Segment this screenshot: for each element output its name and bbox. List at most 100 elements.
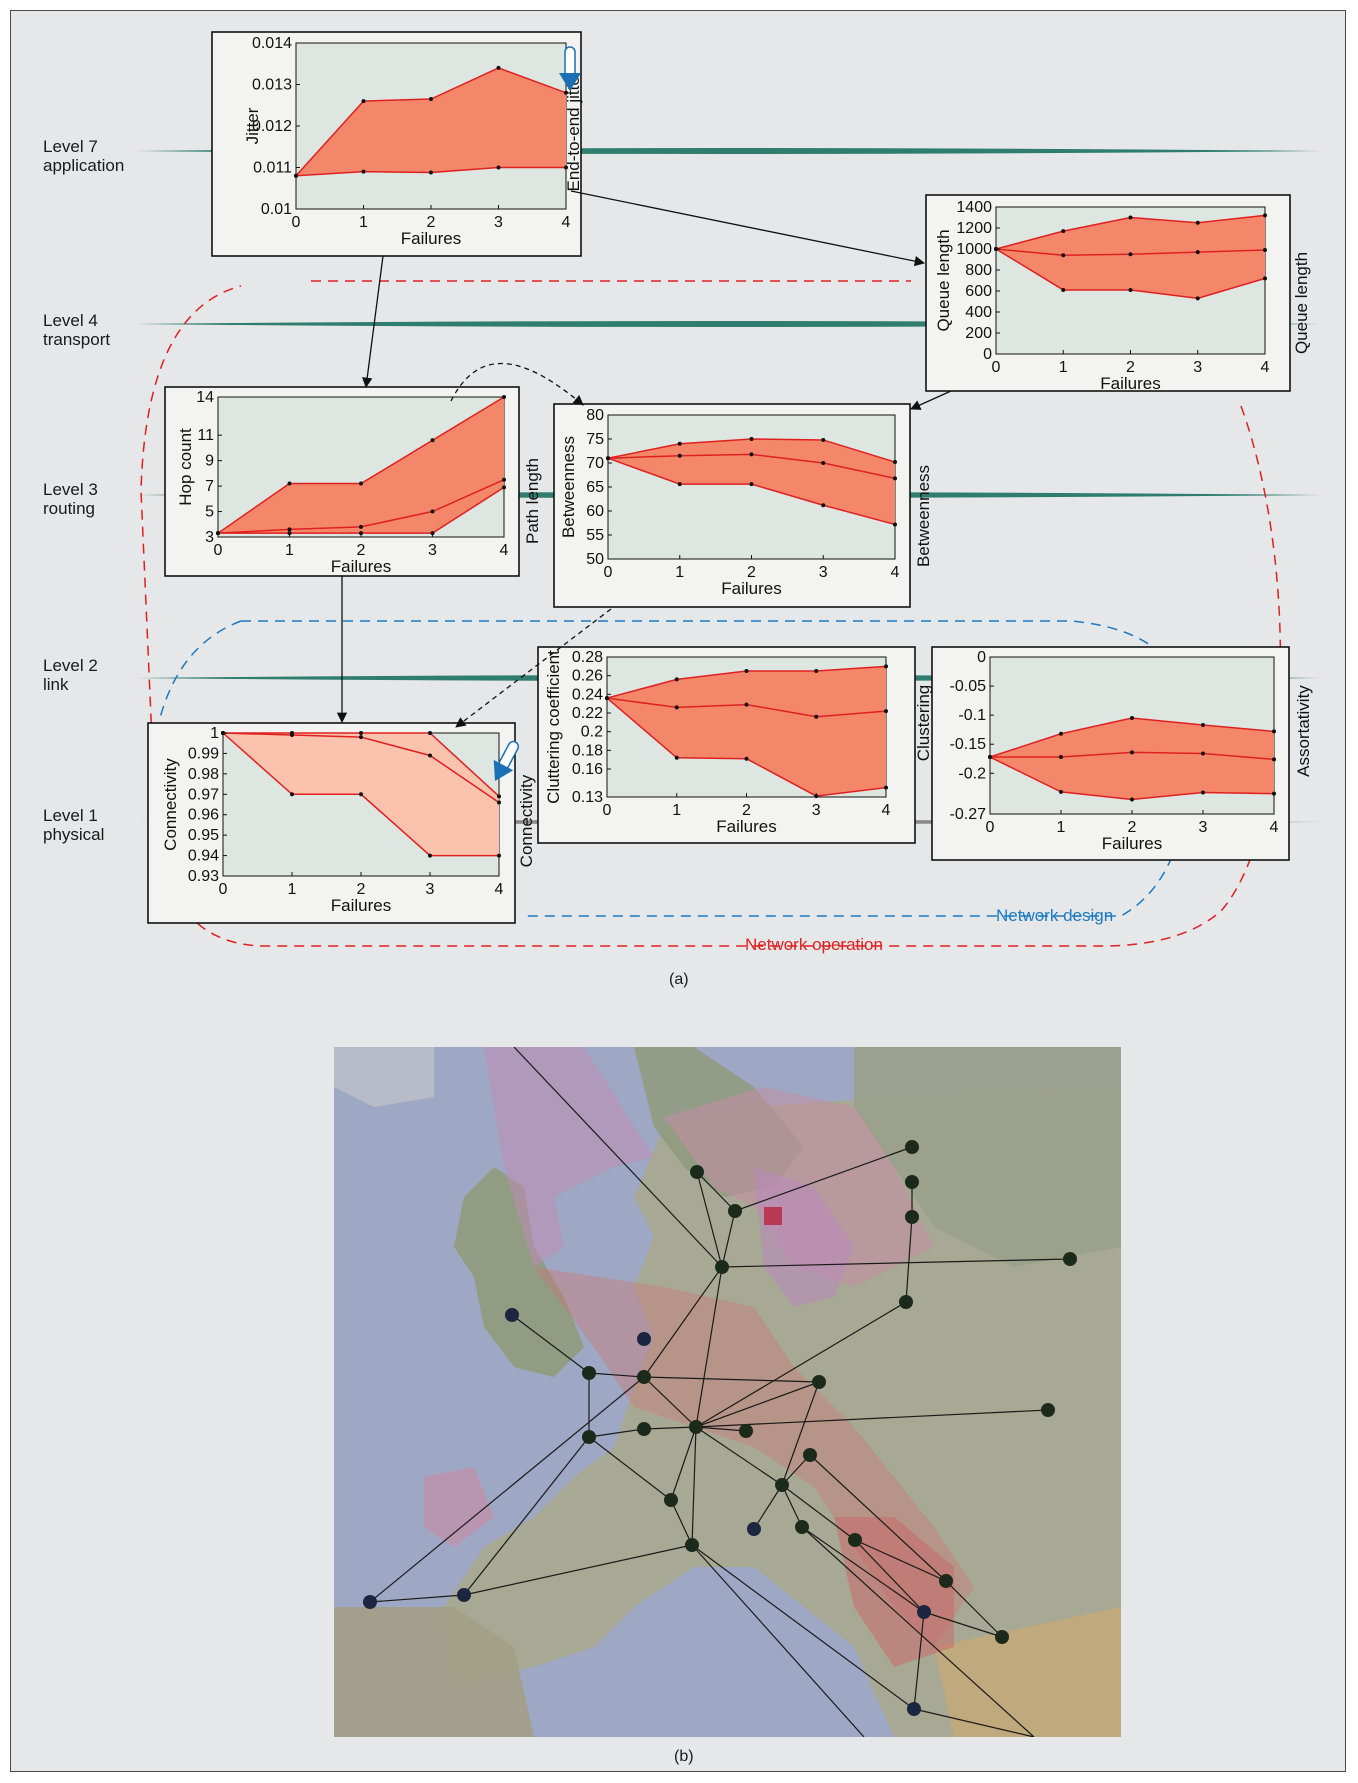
ytick-label-clust: 0.16	[572, 761, 603, 778]
level-4-label: Level 4 transport	[43, 311, 110, 349]
ytick-label-conn: 0.93	[188, 868, 219, 885]
point-lower-queue	[1061, 287, 1066, 292]
ytick-label-assort: -0.1	[958, 707, 986, 724]
xlabel-queue: Failures	[1100, 374, 1160, 393]
xtick-label-hops: 4	[500, 542, 509, 559]
arrow-queue-to-betw	[910, 390, 952, 410]
point-middle-betw	[749, 452, 754, 457]
point-middle-betw	[606, 456, 610, 461]
point-upper-clust	[744, 669, 749, 673]
level-3-name: Level 3	[43, 480, 98, 499]
level-1-sub: physical	[43, 825, 105, 844]
ytick-label-conn: 0.99	[188, 745, 219, 762]
level-4-name: Level 4	[43, 311, 98, 330]
ytick-label-queue: 1000	[956, 241, 992, 258]
point-upper-betw	[821, 437, 826, 442]
ytick-label-queue: 1400	[956, 199, 992, 216]
point-lower-queue	[1195, 296, 1200, 301]
point-lower-betw	[749, 482, 754, 487]
xtick-label-betw: 4	[891, 564, 900, 581]
chart-assort: 0 1 2 3 4 -0.27 -0.2 -0.15 -0.1 -0.05 0 Failures Ass…	[931, 646, 1313, 861]
point-lower-assort	[1130, 797, 1134, 802]
xtick-label-queue: 4	[1261, 359, 1270, 376]
ytick-label-clust: 0.24	[572, 686, 603, 703]
xlabel-betw: Failures	[721, 579, 781, 598]
point-upper-conn	[359, 731, 363, 735]
xtick-label-betw: 2	[747, 564, 756, 581]
point-lower-jitter	[361, 169, 366, 174]
ytick-label-hops: 7	[205, 478, 214, 495]
chart-hops: 0 1 2 3 4 3 5 7 9 11 14 Failures Hop count Path lengt…	[164, 386, 542, 577]
level-2-label: Level 2 link	[43, 656, 98, 694]
point-lower-assort	[1201, 790, 1205, 795]
ytick-label-betw: 80	[586, 407, 604, 424]
point-upper-jitter	[564, 90, 568, 95]
ytick-label-clust: 0.26	[572, 668, 603, 685]
chart-betw: 0 1 2 3 4 50 55 60 65 70 75 80 Failures Betweenness Be…	[553, 403, 933, 608]
jitter-indicator-arrow-shaft	[564, 46, 576, 78]
ytick-label-hops: 5	[205, 504, 214, 521]
point-upper-hops	[359, 481, 363, 486]
point-middle-clust	[744, 702, 749, 707]
ytick-label-hops: 3	[205, 529, 214, 546]
point-upper-assort	[1059, 731, 1063, 736]
ytick-label-jitter: 0.011	[253, 160, 292, 177]
point-upper-queue	[1128, 215, 1133, 220]
point-upper-queue	[1061, 229, 1066, 234]
point-middle-conn	[290, 733, 294, 738]
band-jitter	[296, 67, 566, 176]
xlabel-jitter: Failures	[401, 229, 461, 248]
network-design-label: Network design	[996, 906, 1113, 925]
network-nodes	[363, 1140, 1077, 1716]
figure-frame: Network design Network operation 0 1 2 3 4 0.01…	[10, 10, 1346, 1772]
band-queue	[996, 215, 1265, 299]
xtick-label-jitter: 0	[292, 214, 301, 231]
ytick-label-assort: -0.27	[950, 806, 987, 823]
level-3-sub: routing	[43, 499, 95, 518]
level-7-sub: application	[43, 156, 125, 175]
point-middle-clust	[814, 714, 819, 719]
point-upper-jitter	[361, 99, 366, 104]
xtick-label-queue: 1	[1059, 359, 1068, 376]
xlabel-assort: Failures	[1102, 834, 1162, 853]
point-upper-queue	[1263, 213, 1267, 218]
point-lower-conn	[428, 853, 432, 858]
point-lower-assort	[1059, 789, 1063, 794]
point-upper-conn	[497, 794, 501, 799]
ytick-label-assort: -0.2	[958, 765, 986, 782]
ytick-label-betw: 70	[586, 455, 604, 472]
xtick-label-conn: 3	[426, 881, 435, 898]
point-middle-queue	[1195, 250, 1200, 255]
ytick-label-jitter: 0.012	[252, 118, 292, 135]
layer-diagram: Network design Network operation 0 1 2 3 4 0.01…	[136, 31, 1321, 954]
ytick-label-queue: 200	[965, 325, 992, 342]
band-clust	[607, 666, 886, 797]
ytick-label-queue: 0	[983, 346, 992, 363]
point-middle-clust	[605, 696, 609, 701]
ylabel-queue: Queue length	[934, 229, 953, 331]
xtick-label-hops: 0	[214, 542, 223, 559]
side-label-assort: Assortativity	[1294, 685, 1313, 777]
xtick-label-conn: 2	[357, 881, 366, 898]
ytick-label-betw: 55	[586, 527, 604, 544]
ytick-label-betw: 75	[586, 431, 604, 448]
xtick-label-queue: 3	[1193, 359, 1202, 376]
arrow-hops-to-betw	[450, 362, 584, 406]
ylabel-hops: Hop count	[176, 428, 195, 506]
side-label-clust: Clustering	[914, 685, 933, 762]
ytick-label-conn: 0.98	[188, 766, 219, 783]
ytick-label-assort: 0	[977, 649, 986, 666]
level-7-label: Level 7 application	[43, 137, 124, 175]
network-operation-label: Network operation	[745, 935, 883, 954]
point-upper-clust	[884, 664, 888, 669]
europe-network-map	[334, 1047, 1121, 1737]
ytick-label-clust: 0.22	[572, 705, 603, 722]
point-middle-queue	[1263, 248, 1267, 253]
point-upper-assort	[1130, 716, 1134, 721]
ytick-label-assort: -0.05	[950, 678, 987, 695]
point-upper-jitter	[496, 65, 501, 70]
xtick-label-clust: 4	[882, 802, 891, 819]
point-upper-hops	[430, 438, 435, 443]
point-lower-jitter	[294, 173, 298, 178]
point-upper-jitter	[429, 97, 433, 102]
